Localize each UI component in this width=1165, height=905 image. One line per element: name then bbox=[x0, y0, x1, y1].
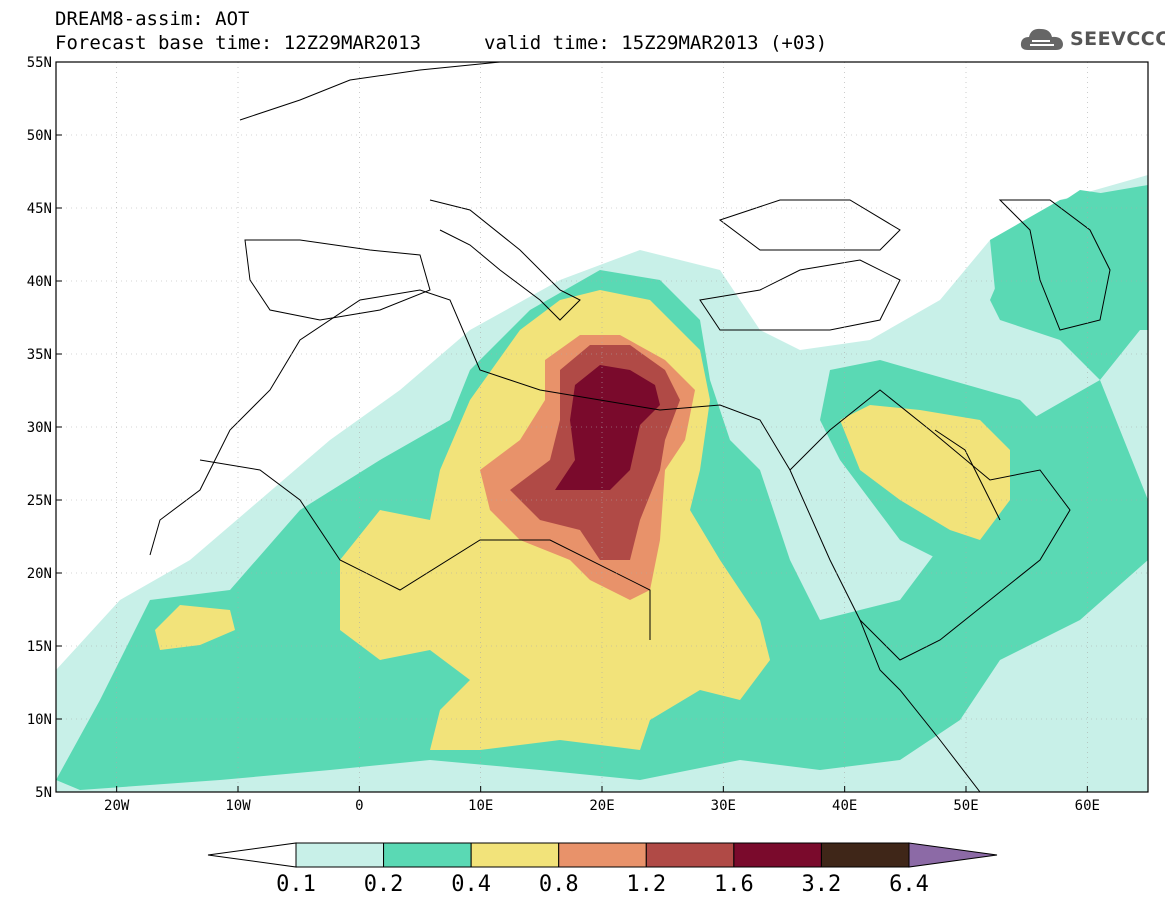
lon-label: 20E bbox=[589, 798, 614, 814]
caspian-coast bbox=[998, 199, 1111, 331]
iberia-coast bbox=[244, 239, 431, 321]
coastlines bbox=[149, 62, 1111, 792]
valid-time: valid time: 15Z29MAR2013 (+03) bbox=[484, 32, 828, 54]
aot-contour-0.4-senegal bbox=[155, 605, 235, 650]
lat-label: 35N bbox=[27, 347, 52, 363]
colorbar-box bbox=[558, 842, 647, 868]
lon-label: 40E bbox=[832, 798, 857, 814]
lat-label: 45N bbox=[27, 201, 52, 217]
black-sea-coast bbox=[718, 199, 901, 251]
lon-label: 10W bbox=[225, 798, 251, 814]
axis-labels: 55N 50N 45N 40N 35N 30N 25N 20N 15N 10N 5N 20W 10W 0 1… bbox=[27, 55, 1100, 814]
africa-coast bbox=[149, 289, 981, 792]
lat-label: 50N bbox=[27, 128, 52, 144]
colorbar-label: 0.1 bbox=[276, 872, 316, 897]
lon-label: 30E bbox=[711, 798, 736, 814]
lat-label: 15N bbox=[27, 639, 52, 655]
lat-label: 40N bbox=[27, 274, 52, 290]
colorbar-box bbox=[295, 842, 385, 868]
lon-label: 0 bbox=[355, 798, 363, 814]
colorbar: 0.1 0.2 0.4 0.8 1.2 1.6 3.2 6.4 bbox=[207, 842, 998, 897]
colorbar-box bbox=[383, 842, 472, 868]
lon-label: 20W bbox=[104, 798, 130, 814]
forecast-base-time: Forecast base time: 12Z29MAR2013 bbox=[55, 32, 422, 54]
cloud-icon bbox=[1020, 28, 1063, 50]
map-title: DREAM8-assim: AOT bbox=[55, 8, 250, 30]
colorbar-box bbox=[470, 842, 560, 868]
lat-label: 25N bbox=[27, 493, 52, 509]
lon-label: 50E bbox=[953, 798, 978, 814]
italy-coast bbox=[429, 199, 581, 321]
colorbar-box bbox=[645, 842, 735, 868]
arabia-coast bbox=[789, 389, 1071, 661]
borders-africa bbox=[199, 459, 651, 640]
aot-contour-0.4-arabia bbox=[840, 405, 1010, 540]
graticule bbox=[56, 62, 1148, 792]
colorbar-label: 1.6 bbox=[714, 872, 754, 897]
colorbar-label: 6.4 bbox=[889, 872, 929, 897]
colorbar-label: 1.2 bbox=[626, 872, 666, 897]
europe-north-coast bbox=[239, 62, 501, 121]
lon-label: 60E bbox=[1075, 798, 1100, 814]
colorbar-label: 0.4 bbox=[451, 872, 491, 897]
logo-text: SEEVCCC bbox=[1070, 28, 1165, 50]
lat-label: 20N bbox=[27, 566, 52, 582]
colorbar-label: 3.2 bbox=[802, 872, 842, 897]
colorbar-underflow bbox=[207, 842, 297, 868]
lat-label: 55N bbox=[27, 55, 52, 71]
colorbar-label: 0.8 bbox=[539, 872, 579, 897]
anatolia-coast bbox=[699, 259, 901, 331]
colorbar-label: 0.2 bbox=[364, 872, 404, 897]
lon-label: 10E bbox=[468, 798, 493, 814]
colorbar-box bbox=[820, 842, 910, 868]
lat-label: 5N bbox=[35, 785, 52, 801]
seevccc-logo: SEEVCCC bbox=[1018, 24, 1165, 54]
lat-label: 10N bbox=[27, 712, 52, 728]
colorbar-box bbox=[733, 842, 822, 868]
aot-contour-0.2-caspian bbox=[990, 185, 1148, 330]
gulf-coast bbox=[934, 429, 1001, 521]
lat-label: 30N bbox=[27, 420, 52, 436]
aot-contour-1.6 bbox=[555, 365, 660, 490]
colorbar-overflow bbox=[908, 842, 998, 868]
